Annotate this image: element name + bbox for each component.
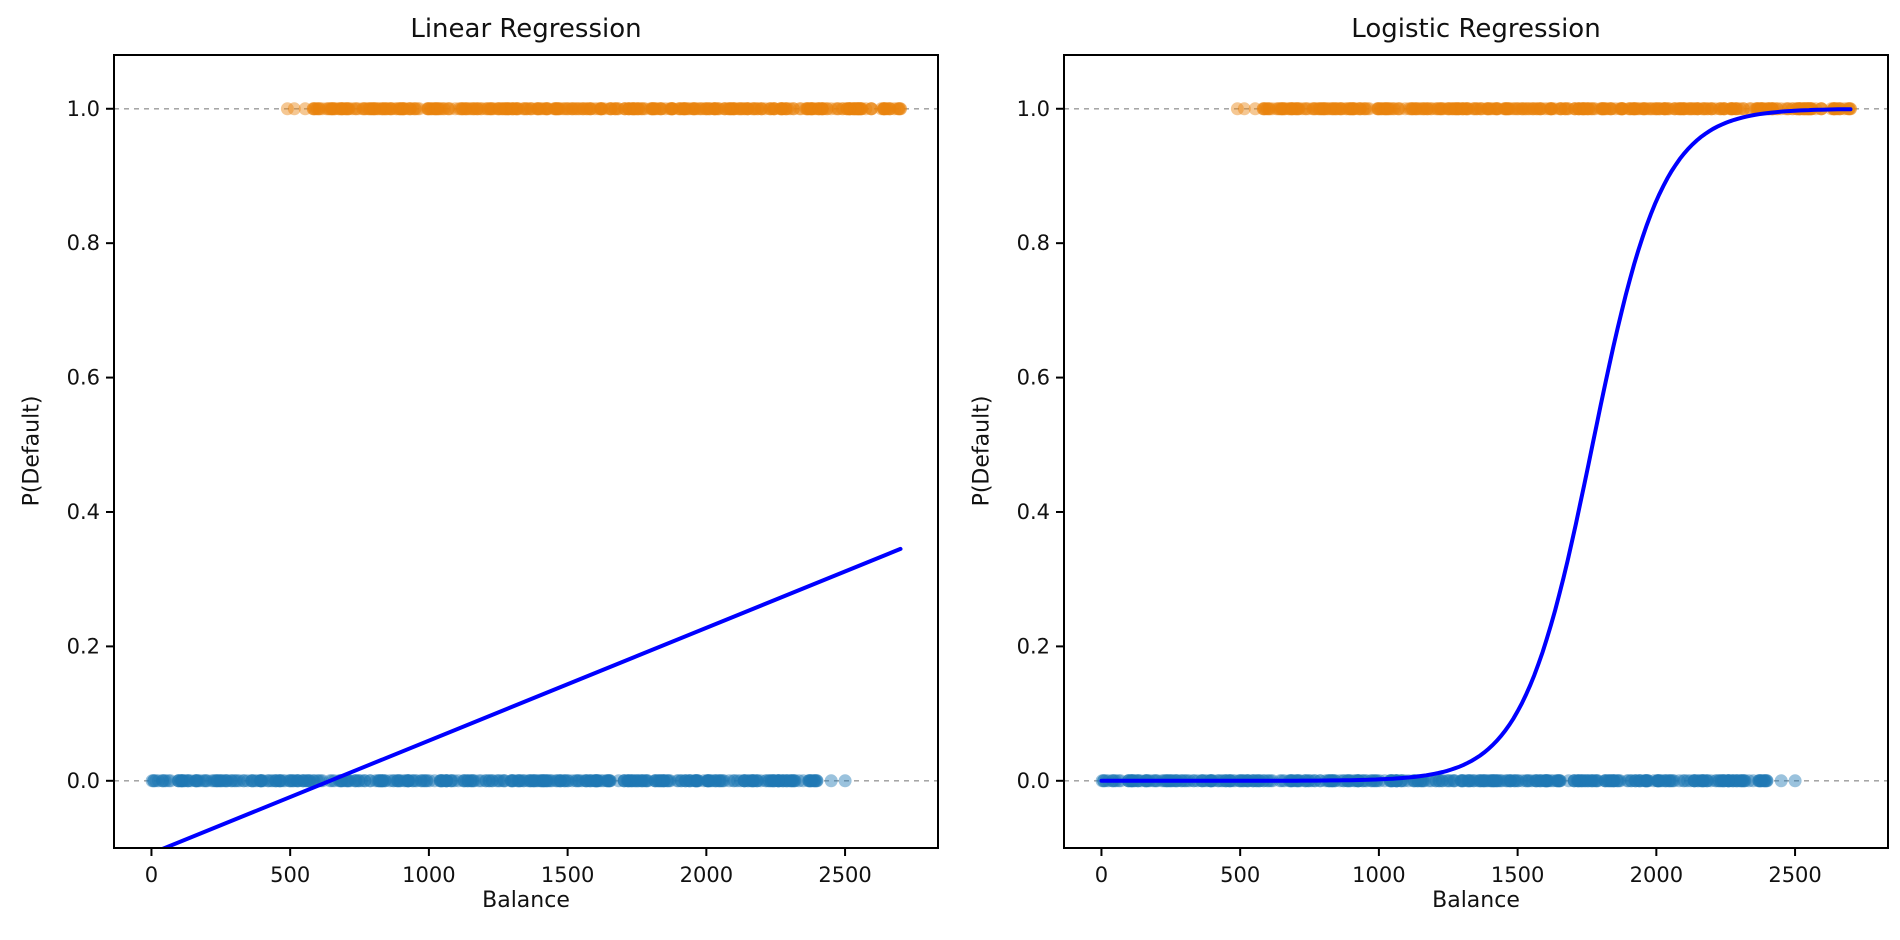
axes-spines	[1063, 54, 1889, 849]
y-axis-label: P(Default)	[19, 395, 45, 507]
y-tick-label: 0.6	[67, 366, 100, 390]
y-tick-label: 0.0	[67, 769, 100, 793]
plot-area-logistic: 0 500 1000 1500 2000 2500 0.0 0.2 0.4 0.6 0.8 1.0	[1017, 54, 1889, 887]
y-tick-label: 0.0	[1017, 769, 1050, 793]
axes-spines	[113, 54, 939, 849]
y-tick-label: 0.6	[1017, 366, 1050, 390]
scatter-band-default-1	[280, 102, 908, 116]
x-axis-label: Balance	[482, 888, 570, 913]
logistic-regression-plot: 0 500 1000 1500 2000 2500 0.0 0.2 0.4 0.6 0.8 1.0 L…	[950, 0, 1900, 940]
y-tick-label: 0.8	[1017, 231, 1050, 255]
x-tick-label: 500	[270, 863, 310, 887]
x-tick-label: 0	[145, 863, 158, 887]
x-tick-label: 500	[1220, 863, 1260, 887]
x-tick-label: 2000	[680, 863, 733, 887]
gridlines	[1064, 108, 1888, 782]
x-tick-label: 2500	[818, 863, 871, 887]
linear-regression-plot: 0 500 1000 1500 2000 2500 0.0 0.2 0.4 0.6 0.8 1.0 L…	[19, 14, 939, 913]
plot-title: Logistic Regression	[1351, 14, 1601, 44]
y-axis-label: P(Default)	[969, 395, 995, 507]
y-tick-label: 0.2	[1017, 634, 1050, 658]
x-tick-label: 1500	[541, 863, 594, 887]
y-tick-label: 1.0	[67, 97, 100, 121]
x-tick-label: 2000	[1630, 863, 1683, 887]
y-tick-label: 0.2	[67, 634, 100, 658]
x-axis-label: Balance	[1432, 888, 1520, 913]
x-tick-label: 1500	[1491, 863, 1544, 887]
plot-area-linear: 0 500 1000 1500 2000 2500 0.0 0.2 0.4 0.6 0.8 1.0	[67, 54, 939, 887]
x-tick-label: 0	[1095, 863, 1108, 887]
x-tick-label: 1000	[1352, 863, 1405, 887]
axis-ticks: 0 500 1000 1500 2000 2500 0.0 0.2 0.4 0.6 0.8 1.0	[67, 97, 872, 887]
y-tick-label: 0.4	[1017, 500, 1050, 524]
scatter-band-default-0	[145, 774, 852, 788]
y-tick-label: 0.4	[67, 500, 100, 524]
fit-line-linear	[159, 546, 903, 848]
y-tick-label: 0.8	[67, 231, 100, 255]
gridlines	[114, 108, 938, 782]
plot-title: Linear Regression	[410, 14, 642, 44]
x-tick-label: 1000	[402, 863, 455, 887]
fit-line-sigmoid	[1099, 107, 1853, 783]
x-tick-label: 2500	[1768, 863, 1821, 887]
axis-ticks: 0 500 1000 1500 2000 2500 0.0 0.2 0.4 0.6 0.8 1.0	[1017, 97, 1822, 887]
y-tick-label: 1.0	[1017, 97, 1050, 121]
